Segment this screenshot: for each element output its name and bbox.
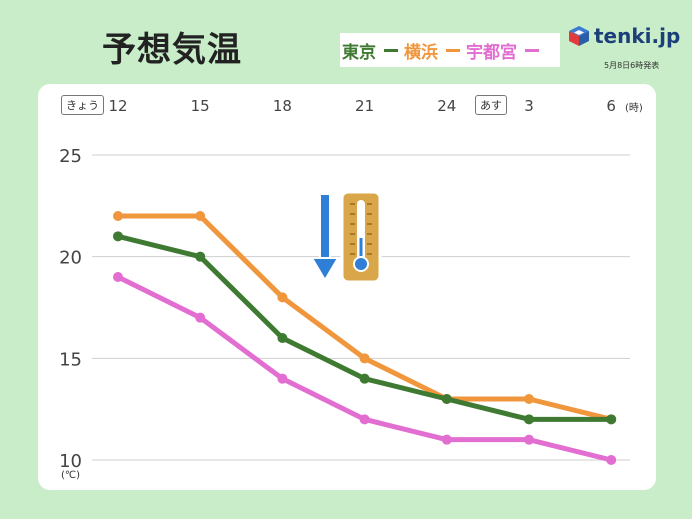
data-point-s2-0 [113,272,123,282]
x-tick-label-24: 24 [437,97,456,115]
x-tick-label-12: 12 [108,97,127,115]
tomorrow-badge: あす [475,95,507,115]
data-point-s2-4 [441,434,452,445]
x-tick-label-6: 6 [606,97,616,115]
x-tick-label-15: 15 [191,97,210,115]
data-point-s2-2 [277,373,288,384]
data-point-s0-2 [277,292,288,303]
thermometer-icon [340,190,382,284]
data-point-s0-1 [195,211,206,221]
series-line-2 [115,274,614,463]
data-point-s1-3 [359,373,370,384]
data-point-s2-1 [195,312,206,323]
x-tick-label-18: 18 [273,97,292,115]
y-tick-label-25: 25 [59,146,82,167]
data-point-s2-3 [359,414,370,425]
data-point-s2-5 [524,434,534,445]
legend-swatch-yokohama [446,48,460,52]
data-point-s1-5 [524,414,534,425]
legend-item-utsunomiya: 宇都宮 [466,38,539,63]
data-point-s0-3 [359,353,370,364]
data-point-s1-1 [195,251,206,262]
temperature-unit-label: (℃) [61,470,81,481]
data-point-s1-2 [277,333,288,343]
today-badge: きょう [61,95,104,115]
legend-label-tokyo: 東京 [342,42,376,63]
legend-swatch-utsunomiya [525,48,539,52]
temperature-drop-icon [310,190,382,284]
down-arrow-icon [310,193,340,282]
data-point-s1-4 [441,394,452,404]
x-tick-label-21: 21 [355,97,374,115]
data-point-s0-0 [113,211,123,221]
data-point-s1-6 [606,414,617,425]
data-point-s2-6 [606,455,617,465]
legend-label-utsunomiya: 宇都宮 [466,42,517,63]
data-point-s0-5 [524,394,534,404]
brand-logo: tenki.jp [568,24,680,48]
legend-label-yokohama: 横浜 [404,42,438,63]
brand-cube-icon [569,26,589,46]
data-point-s1-0 [113,231,123,242]
issued-time: 5月8日6時発表 [604,61,660,70]
legend-item-yokohama: 横浜 [404,38,460,63]
y-tick-label-20: 20 [59,248,82,269]
brand-name: tenki.jp [594,24,681,48]
x-tick-label-3: 3 [524,97,534,115]
hour-unit-label: (時) [625,103,643,114]
y-tick-label-15: 15 [59,349,82,370]
legend-swatch-tokyo [384,48,398,52]
y-tick-label-10: 10 [59,451,82,472]
legend-item-tokyo: 東京 [342,38,398,63]
page-title: 予想気温 [102,30,242,70]
legend: 東京 横浜 宇都宮 [340,33,560,67]
